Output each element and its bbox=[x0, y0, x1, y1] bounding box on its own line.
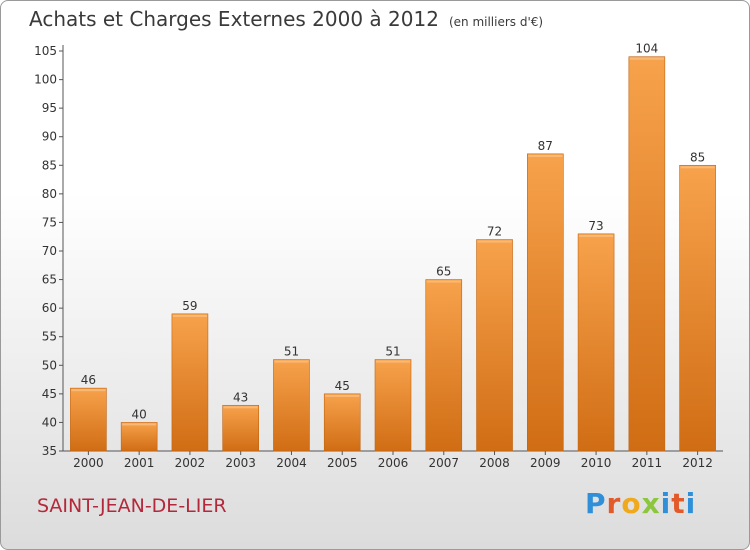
bar-2006 bbox=[374, 359, 412, 452]
data-label: 45 bbox=[335, 379, 350, 393]
x-tick-label: 2010 bbox=[581, 456, 612, 470]
chart-axes: 35 40 45 50 55 60 65 70 75 80 85 90 95 100 105 2000 2001… bbox=[34, 44, 723, 470]
x-tick-label: 2006 bbox=[378, 456, 409, 470]
data-label: 51 bbox=[284, 345, 299, 359]
data-label: 87 bbox=[538, 139, 553, 153]
y-tick-label: 100 bbox=[34, 73, 57, 87]
bar-2012 bbox=[679, 164, 716, 452]
y-tick-label: 50 bbox=[42, 358, 57, 372]
bar-2002 bbox=[171, 313, 209, 452]
bar-highlight bbox=[629, 57, 664, 60]
commune-name: SAINT-JEAN-DE-LIER bbox=[37, 495, 227, 517]
data-label: 43 bbox=[233, 390, 248, 404]
data-label: 72 bbox=[487, 225, 502, 239]
data-label: 65 bbox=[436, 265, 451, 279]
y-tick-label: 80 bbox=[42, 187, 57, 201]
x-tick-label: 2005 bbox=[327, 456, 358, 470]
bar-2010 bbox=[577, 233, 615, 452]
bar-2008 bbox=[476, 239, 513, 452]
bar-highlight bbox=[172, 314, 207, 317]
bar-highlight bbox=[477, 240, 512, 243]
x-tick-label: 2000 bbox=[73, 456, 104, 470]
bar-highlight bbox=[680, 166, 715, 169]
y-tick-label: 70 bbox=[42, 244, 57, 258]
bar-2005 bbox=[323, 393, 361, 452]
x-tick-label: 2008 bbox=[479, 456, 510, 470]
x-tick-label: 2012 bbox=[682, 456, 713, 470]
y-tick-label: 60 bbox=[42, 301, 57, 315]
bar-highlight bbox=[579, 234, 614, 237]
chart-unit-note: (en milliers d'€) bbox=[448, 15, 544, 29]
y-tick-label: 35 bbox=[42, 444, 57, 458]
bar-highlight bbox=[274, 360, 309, 363]
bar-2011 bbox=[628, 56, 666, 452]
y-tick-label: 75 bbox=[42, 215, 57, 229]
bar-highlight bbox=[71, 389, 106, 392]
bar-highlight bbox=[528, 154, 563, 157]
bar-highlight bbox=[426, 280, 461, 283]
y-tick-label: 90 bbox=[42, 130, 57, 144]
x-tick-label: 2001 bbox=[124, 456, 155, 470]
x-tick-label: 2009 bbox=[530, 456, 561, 470]
data-label: 40 bbox=[132, 407, 147, 421]
data-label: 85 bbox=[690, 150, 705, 164]
chart-data-labels: 46 40 59 43 51 45 51 65 72 87 73 104 85 bbox=[81, 42, 706, 422]
y-tick-label: 65 bbox=[42, 273, 57, 287]
bar-highlight bbox=[223, 406, 258, 409]
bar-2004 bbox=[273, 359, 310, 452]
data-label: 104 bbox=[635, 42, 658, 56]
bar-2007 bbox=[425, 279, 463, 452]
data-label: 46 bbox=[81, 373, 96, 387]
bar-2000 bbox=[70, 387, 107, 452]
data-label: 59 bbox=[182, 299, 197, 313]
bar-2003 bbox=[222, 404, 259, 452]
bar-2009 bbox=[527, 153, 564, 452]
x-tick-label: 2007 bbox=[428, 456, 459, 470]
proxiti-logo: Proxiti bbox=[585, 487, 697, 520]
y-tick-label: 105 bbox=[34, 44, 57, 58]
y-tick-label: 85 bbox=[42, 158, 57, 172]
chart-bars bbox=[70, 56, 716, 452]
x-tick-label: 2002 bbox=[175, 456, 206, 470]
chart-title: Achats et Charges Externes 2000 à 2012 bbox=[29, 7, 439, 31]
data-label: 73 bbox=[588, 219, 603, 233]
x-tick-label: 2003 bbox=[225, 456, 256, 470]
y-tick-label: 55 bbox=[42, 330, 57, 344]
y-tick-label: 40 bbox=[42, 415, 57, 429]
bar-highlight bbox=[376, 360, 410, 363]
y-tick-label: 45 bbox=[42, 387, 57, 401]
bar-highlight bbox=[325, 394, 360, 397]
x-tick-label: 2011 bbox=[632, 456, 663, 470]
chart-header: Achats et Charges Externes 2000 à 2012 (e… bbox=[29, 7, 543, 31]
bar-highlight bbox=[122, 423, 157, 426]
bar-2001 bbox=[120, 422, 158, 452]
x-tick-label: 2004 bbox=[276, 456, 307, 470]
y-tick-label: 95 bbox=[42, 101, 57, 115]
data-label: 51 bbox=[385, 345, 400, 359]
